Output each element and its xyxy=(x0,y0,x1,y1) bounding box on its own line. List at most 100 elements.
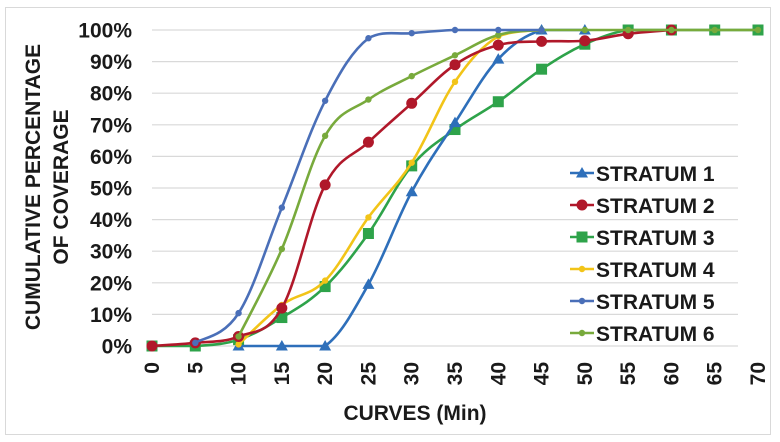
x-tick-label: 30 xyxy=(401,362,424,385)
y-tick-label: 90% xyxy=(90,51,132,74)
data-point xyxy=(365,35,372,42)
x-tick-label: 40 xyxy=(487,362,510,385)
legend-label: STRATUM 4 xyxy=(596,259,715,282)
data-point xyxy=(321,132,329,140)
data-point xyxy=(492,39,504,51)
x-tick-label: 5 xyxy=(184,362,207,374)
data-point xyxy=(754,26,762,34)
legend-item: STRATUM 5 xyxy=(570,291,715,314)
data-point xyxy=(579,35,591,47)
data-point xyxy=(668,26,675,34)
y-axis-ticks: 0% 10% 20% 30% 40% 50% 60% 70% 80% 90% 100% xyxy=(78,20,132,359)
y-tick-label: 80% xyxy=(90,83,132,106)
legend-marker xyxy=(576,167,588,178)
x-tick-label: 25 xyxy=(357,362,380,386)
data-point xyxy=(624,26,632,34)
y-tick-label: 100% xyxy=(78,20,132,43)
data-point xyxy=(319,179,331,191)
data-point xyxy=(451,78,459,86)
series-1 xyxy=(232,24,591,351)
x-tick-label: 45 xyxy=(531,362,554,386)
data-point xyxy=(408,72,415,80)
y-tick-label: 50% xyxy=(90,178,132,201)
data-point xyxy=(192,339,199,347)
data-point xyxy=(451,26,459,34)
y-tick-label: 10% xyxy=(90,304,132,327)
legend-marker xyxy=(578,265,586,273)
data-point xyxy=(495,26,502,34)
data-point xyxy=(235,333,242,340)
data-point xyxy=(278,245,286,253)
data-point xyxy=(449,116,461,128)
data-point xyxy=(406,97,418,109)
x-axis-title: CURVES (Min) xyxy=(343,402,486,425)
data-point xyxy=(365,96,372,103)
series-line xyxy=(193,28,543,345)
x-tick-label: 60 xyxy=(660,362,683,385)
legend-marker xyxy=(576,199,588,211)
legend-item: STRATUM 6 xyxy=(570,323,715,346)
legend-label: STRATUM 1 xyxy=(596,163,715,186)
data-point xyxy=(495,31,502,39)
data-point xyxy=(536,35,548,47)
data-point xyxy=(536,63,548,75)
x-tick-label: 15 xyxy=(271,362,294,386)
x-tick-label: 0 xyxy=(141,362,164,374)
data-point xyxy=(405,185,418,197)
data-point xyxy=(319,281,331,293)
legend-marker xyxy=(578,297,586,305)
legend-item: STRATUM 4 xyxy=(570,259,715,282)
x-tick-label: 55 xyxy=(617,362,640,386)
data-point xyxy=(711,26,718,34)
data-point xyxy=(451,52,459,59)
data-point xyxy=(538,26,545,34)
y-tick-label: 30% xyxy=(90,241,132,264)
series-line xyxy=(237,28,543,346)
data-point xyxy=(276,302,288,314)
legend: STRATUM 1 STRATUM 2 STRATUM 3 STRATUM 4 STRA… xyxy=(570,163,715,346)
data-point xyxy=(276,312,288,324)
data-point xyxy=(581,26,589,34)
data-point xyxy=(321,277,329,284)
chart-frame xyxy=(5,7,771,435)
legend-item: STRATUM 3 xyxy=(570,227,715,250)
data-point xyxy=(321,97,329,104)
y-tick-label: 20% xyxy=(90,272,132,295)
legend-marker xyxy=(576,231,588,243)
legend-item: STRATUM 2 xyxy=(570,195,715,218)
data-point xyxy=(362,136,374,148)
series-6 xyxy=(235,26,762,340)
y-tick-label: 60% xyxy=(90,146,132,169)
legend-label: STRATUM 5 xyxy=(596,291,715,314)
x-tick-label: 10 xyxy=(228,362,251,385)
x-tick-label: 35 xyxy=(444,362,467,386)
legend-marker xyxy=(578,329,586,337)
data-point xyxy=(492,96,504,108)
data-point xyxy=(146,340,158,352)
y-tick-label: 40% xyxy=(90,209,132,232)
data-point xyxy=(449,59,461,71)
data-point xyxy=(278,204,286,211)
data-point xyxy=(235,341,242,348)
y-tick-label: 70% xyxy=(90,114,132,137)
x-tick-label: 20 xyxy=(314,362,337,385)
data-point xyxy=(362,278,375,289)
series-5 xyxy=(192,26,545,347)
data-point xyxy=(408,159,415,166)
legend-label: STRATUM 3 xyxy=(596,227,715,250)
data-point xyxy=(408,29,415,37)
x-tick-label: 50 xyxy=(574,362,597,385)
data-point xyxy=(492,53,505,64)
data-point xyxy=(365,214,372,221)
legend-label: STRATUM 6 xyxy=(596,323,715,346)
legend-item: STRATUM 1 xyxy=(570,163,715,186)
legend-label: STRATUM 2 xyxy=(596,195,715,218)
y-axis-title-line-1: CUMULATIVE PERCENTAGE xyxy=(22,44,45,330)
x-tick-label: 70 xyxy=(747,362,770,385)
data-point xyxy=(275,340,288,351)
y-axis-title: CUMULATIVE PERCENTAGE OF COVERAGE xyxy=(22,44,73,330)
y-tick-label: 0% xyxy=(102,336,133,359)
x-tick-label: 65 xyxy=(704,362,727,386)
gridlines xyxy=(152,29,738,347)
